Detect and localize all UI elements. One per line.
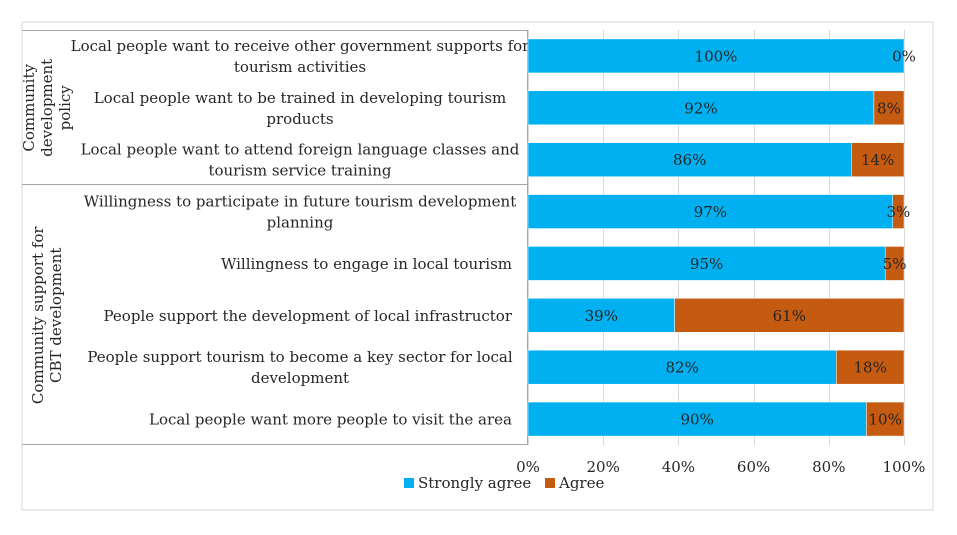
category-label: People support tourism to become a key s… (87, 348, 512, 387)
x-tick-label: 0% (516, 458, 540, 476)
x-tick-label: 80% (812, 458, 845, 476)
bar-agree (873, 90, 905, 126)
bar-strongly-agree (527, 401, 867, 437)
group-label: Communitydevelopmentpolicy (20, 59, 74, 157)
legend-label: Agree (558, 474, 604, 492)
legend-swatch-strongly-agree (404, 478, 414, 488)
bar-strongly-agree (527, 246, 886, 281)
bar-value-label: 18% (853, 359, 886, 377)
category-table (22, 30, 528, 445)
bar-value-label: 61% (773, 307, 806, 325)
bar-strongly-agree (527, 142, 852, 177)
bar-value-label: 10% (869, 411, 902, 429)
bar-agree (884, 246, 905, 281)
bar-agree (866, 401, 905, 437)
bar-value-label: 95% (690, 255, 723, 273)
category-label: Local people want to attend foreign lang… (81, 141, 520, 180)
bar-value-label: 14% (861, 151, 894, 169)
bar-strongly-agree (527, 194, 893, 229)
bar-value-label: 0% (892, 47, 916, 65)
bar-value-label: 92% (684, 99, 717, 117)
bar-strongly-agree (527, 38, 905, 74)
bar-value-label: 39% (585, 307, 618, 325)
group-label: Community support forCBT development (29, 226, 65, 404)
bar-agree (851, 142, 905, 177)
bar-strongly-agree (527, 349, 837, 385)
bar-value-label: 5% (883, 255, 907, 273)
x-tick-label: 60% (737, 458, 770, 476)
legend-label: Strongly agree (418, 474, 531, 492)
x-tick-label: 40% (662, 458, 695, 476)
bar-strongly-agree (527, 90, 875, 126)
bar-agree (674, 298, 905, 333)
bar-agree (836, 349, 905, 385)
category-label: Willingness to participate in future tou… (84, 193, 516, 232)
bar-value-label: 82% (665, 359, 698, 377)
x-tick-label: 100% (883, 458, 926, 476)
bar-value-label: 3% (886, 203, 910, 221)
category-label: Local people want to receive other gover… (71, 37, 531, 76)
bar-value-label: 90% (681, 411, 714, 429)
bar-value-label: 100% (695, 47, 738, 65)
category-label: Local people want to be trained in devel… (94, 89, 507, 128)
bar-value-label: 97% (694, 203, 727, 221)
bar-value-label: 86% (673, 151, 706, 169)
legend-swatch-agree (545, 478, 555, 488)
x-tick-label: 20% (587, 458, 620, 476)
category-label: Local people want more people to visit t… (149, 411, 512, 429)
bar-agree (892, 194, 905, 229)
bar-value-label: 8% (877, 99, 901, 117)
category-label: Willingness to engage in local tourism (221, 255, 512, 273)
category-label: People support the development of local … (104, 307, 513, 325)
